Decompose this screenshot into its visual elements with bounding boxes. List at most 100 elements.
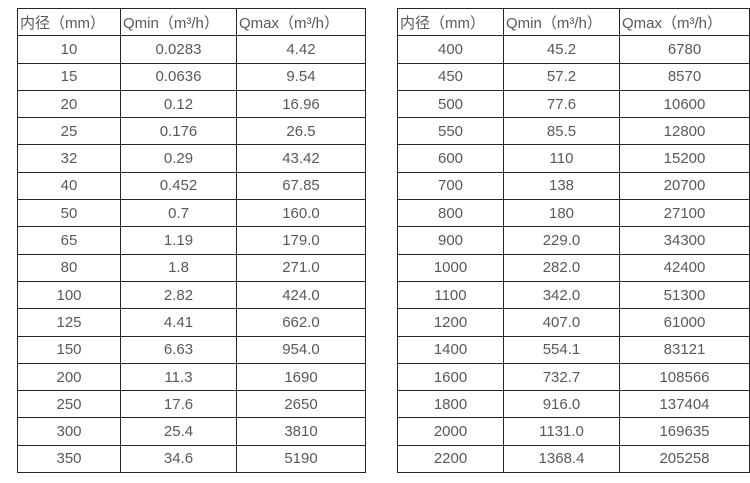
table-row: 450 57.2 8570 (397, 62, 750, 91)
table-cell: 550 (397, 117, 504, 146)
header-row: 内径（mm） Qmin（m³/h） Qmax（m³/h） (17, 7, 366, 37)
table-cell: 16.96 (236, 89, 366, 119)
table-cell: 9.54 (236, 62, 366, 91)
table-cell: 34.6 (120, 444, 237, 474)
table-cell: 40 (17, 171, 121, 201)
table-cell: 180 (503, 199, 620, 228)
table-row: 350 34.6 5190 (17, 444, 366, 474)
table-cell: 450 (397, 62, 504, 91)
table-row: 80 1.8 271.0 (17, 253, 366, 282)
flow-table-small-diameters: 内径（mm） Qmin（m³/h） Qmax（m³/h） 10 0.0283 4.42 15… (17, 7, 366, 474)
table-cell: 138 (503, 171, 620, 201)
column-header: Qmax（m³/h） (619, 7, 750, 37)
table-cell: 2650 (236, 390, 366, 419)
table-cell: 50 (17, 199, 121, 228)
table-cell: 108566 (619, 362, 750, 392)
table-cell: 67.85 (236, 171, 366, 201)
table-row: 550 85.5 12800 (397, 117, 750, 146)
table-cell: 51300 (619, 280, 750, 310)
table-cell: 954.0 (236, 335, 366, 364)
table-row: 1400 554.1 83121 (397, 335, 750, 364)
table-cell: 43.42 (236, 144, 366, 173)
table-cell: 26.5 (236, 117, 366, 146)
table-cell: 100 (17, 280, 121, 310)
table-row: 1200 407.0 61000 (397, 308, 750, 337)
table-cell: 1600 (397, 362, 504, 392)
table-cell: 17.6 (120, 390, 237, 419)
table-cell: 45.2 (503, 35, 620, 64)
table-cell: 110 (503, 144, 620, 173)
table-row: 125 4.41 662.0 (17, 308, 366, 337)
table-cell: 179.0 (236, 226, 366, 255)
table-cell: 42400 (619, 253, 750, 282)
table-cell: 1131.0 (503, 417, 620, 446)
table-cell: 20700 (619, 171, 750, 201)
table-cell: 4.41 (120, 308, 237, 337)
column-header: 内径（mm） (17, 7, 121, 37)
table-row: 300 25.4 3810 (17, 417, 366, 446)
column-header: Qmin（m³/h） (120, 7, 237, 37)
table-cell: 61000 (619, 308, 750, 337)
table-cell: 900 (397, 226, 504, 255)
table-cell: 1400 (397, 335, 504, 364)
table-cell: 6.63 (120, 335, 237, 364)
column-header: Qmin（m³/h） (503, 7, 620, 37)
table-cell: 10 (17, 35, 121, 64)
table-row: 800 180 27100 (397, 199, 750, 228)
table-cell: 0.0636 (120, 62, 237, 91)
table-cell: 25 (17, 117, 121, 146)
table-cell: 400 (397, 35, 504, 64)
table-cell: 15 (17, 62, 121, 91)
table-row: 15 0.0636 9.54 (17, 62, 366, 91)
table-row: 150 6.63 954.0 (17, 335, 366, 364)
table-cell: 229.0 (503, 226, 620, 255)
table-cell: 80 (17, 253, 121, 282)
table-cell: 11.3 (120, 362, 237, 392)
table-cell: 3810 (236, 417, 366, 446)
table-cell: 34300 (619, 226, 750, 255)
column-header: 内径（mm） (397, 7, 504, 37)
table-cell: 83121 (619, 335, 750, 364)
table-cell: 0.452 (120, 171, 237, 201)
table-cell: 800 (397, 199, 504, 228)
table-cell: 1000 (397, 253, 504, 282)
table-row: 900 229.0 34300 (397, 226, 750, 255)
table-cell: 1.8 (120, 253, 237, 282)
table-cell: 6780 (619, 35, 750, 64)
table-cell: 65 (17, 226, 121, 255)
table-cell: 125 (17, 308, 121, 337)
table-row: 250 17.6 2650 (17, 390, 366, 419)
table-cell: 27100 (619, 199, 750, 228)
table-cell: 500 (397, 89, 504, 119)
table-cell: 32 (17, 144, 121, 173)
table-cell: 20 (17, 89, 121, 119)
table-cell: 2.82 (120, 280, 237, 310)
table-cell: 4.42 (236, 35, 366, 64)
table-cell: 1800 (397, 390, 504, 419)
table-cell: 700 (397, 171, 504, 201)
table-cell: 2200 (397, 444, 504, 474)
table-cell: 205258 (619, 444, 750, 474)
table-cell: 85.5 (503, 117, 620, 146)
table-cell: 15200 (619, 144, 750, 173)
table-cell: 2000 (397, 417, 504, 446)
table-cell: 0.12 (120, 89, 237, 119)
table-cell: 424.0 (236, 280, 366, 310)
table-cell: 200 (17, 362, 121, 392)
table-cell: 300 (17, 417, 121, 446)
table-cell: 10600 (619, 89, 750, 119)
table-row: 500 77.6 10600 (397, 89, 750, 119)
table-row: 100 2.82 424.0 (17, 280, 366, 310)
table-cell: 1690 (236, 362, 366, 392)
table-row: 2200 1368.4 205258 (397, 444, 750, 474)
table-cell: 0.0283 (120, 35, 237, 64)
table-cell: 1368.4 (503, 444, 620, 474)
table-cell: 732.7 (503, 362, 620, 392)
table-cell: 250 (17, 390, 121, 419)
table-cell: 150 (17, 335, 121, 364)
table-row: 10 0.0283 4.42 (17, 35, 366, 64)
table-cell: 8570 (619, 62, 750, 91)
table-cell: 160.0 (236, 199, 366, 228)
table-row: 50 0.7 160.0 (17, 199, 366, 228)
